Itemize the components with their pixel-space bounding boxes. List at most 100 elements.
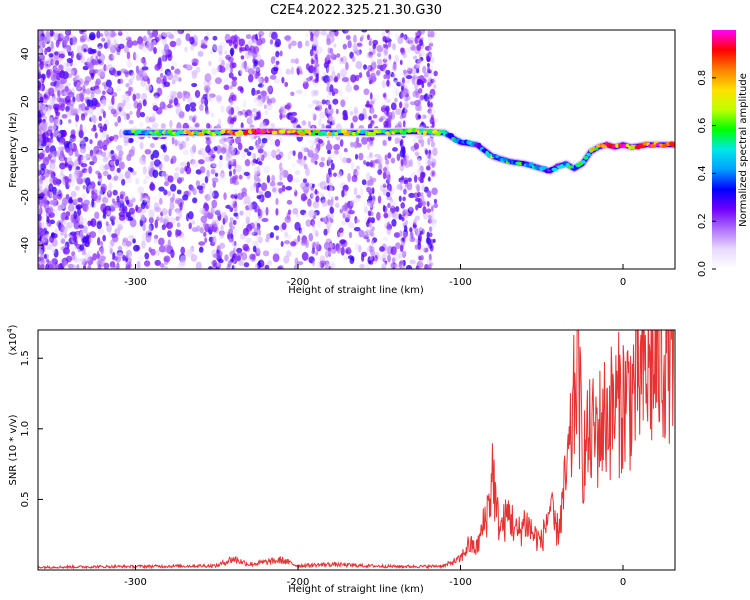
spectrogram-noise-blob bbox=[311, 220, 315, 228]
spectrogram-noise-blob bbox=[91, 97, 98, 106]
spectrogram-noise-blob bbox=[421, 121, 424, 126]
spectrogram-noise-blob bbox=[427, 37, 433, 44]
spectrogram-noise-blob bbox=[148, 247, 152, 253]
spectrogram-noise-blob bbox=[231, 76, 238, 81]
spectrogram-noise-blob bbox=[430, 218, 437, 224]
spectrogram-x-ticks: -300 -200 -100 0 bbox=[124, 264, 626, 288]
spectrogram-noise-blob bbox=[319, 161, 325, 168]
spectrogram-noise-blob bbox=[431, 187, 438, 196]
spectrogram-noise-blob bbox=[220, 170, 225, 179]
spectrogram-noise-blob bbox=[108, 231, 113, 238]
spectrogram-noise-blob bbox=[242, 227, 249, 237]
spectrogram-noise-blob bbox=[45, 145, 50, 154]
spectrogram-noise-blob bbox=[333, 43, 337, 48]
spectrogram-noise-blob bbox=[341, 220, 347, 226]
spectrogram-noise-blob bbox=[414, 31, 420, 37]
spectrogram-noise-blob bbox=[87, 250, 93, 256]
spectrogram-noise-blob bbox=[390, 246, 397, 256]
spectrogram-noise-blob bbox=[307, 103, 313, 109]
spectrogram-noise-blob bbox=[269, 181, 276, 187]
spectrogram-noise-blob bbox=[157, 77, 163, 85]
spectrogram-noise-blob bbox=[190, 106, 197, 112]
spectrogram-noise-blob bbox=[382, 36, 387, 43]
spectrogram-noise-blob bbox=[386, 227, 392, 235]
spectrogram-noise-blob bbox=[116, 144, 123, 152]
spectrogram-noise-blob bbox=[271, 31, 278, 40]
spectrogram-noise-blob bbox=[417, 99, 422, 107]
spectrogram-noise-blob bbox=[232, 247, 236, 255]
spectrogram-noise-blob bbox=[38, 213, 42, 222]
spectrogram-noise-blob bbox=[287, 209, 292, 215]
spectrogram-noise-blob bbox=[429, 153, 433, 161]
spectrogram-noise-blob bbox=[40, 121, 48, 128]
spectrogram-noise-blob bbox=[417, 237, 421, 246]
spectrogram-noise-blob bbox=[358, 229, 365, 238]
spectrogram-noise-blob bbox=[395, 205, 400, 213]
spectrogram-noise-blob bbox=[65, 30, 70, 35]
spectrogram-noise-blob bbox=[105, 221, 109, 227]
spectrogram-noise-blob bbox=[109, 240, 115, 246]
spectrogram-noise-blob bbox=[88, 106, 94, 115]
spectrogram-noise-blob bbox=[233, 160, 237, 169]
spectrogram-noise-blob bbox=[431, 171, 435, 177]
spectrogram-noise-blob bbox=[408, 192, 415, 199]
spectrogram-noise-blob bbox=[153, 46, 157, 55]
spectrogram-noise-blob bbox=[91, 189, 95, 195]
spectrogram-noise-blob bbox=[213, 146, 218, 152]
spectrogram-noise-blob bbox=[389, 200, 396, 209]
spectrogram-noise-blob bbox=[151, 122, 159, 129]
spectrogram-noise-blob bbox=[83, 80, 90, 86]
spectrogram-noise-blob bbox=[339, 139, 344, 147]
spectrogram-noise-blob bbox=[279, 167, 285, 176]
spectrogram-noise-blob bbox=[212, 35, 218, 41]
spectrogram-noise-blob bbox=[393, 87, 400, 97]
spectrogram-noise-blob bbox=[290, 66, 294, 75]
spectrogram-noise-blob bbox=[345, 61, 349, 71]
spectrogram-noise-blob bbox=[315, 67, 319, 74]
spectrogram-noise-blob bbox=[255, 240, 259, 247]
spectrogram-noise-blob bbox=[399, 260, 405, 265]
spectrogram-noise-blob bbox=[124, 94, 130, 103]
spectrogram-noise-blob bbox=[153, 234, 158, 244]
spectrogram-noise-blob bbox=[260, 90, 267, 97]
spectrogram-noise-blob bbox=[230, 123, 234, 128]
spectrogram-noise-blob bbox=[233, 168, 236, 175]
spectrogram-noise-blob bbox=[264, 110, 269, 115]
spectrogram-noise-blob bbox=[416, 43, 422, 52]
spectrogram-noise-blob bbox=[68, 196, 73, 204]
spectrogram-noise-blob bbox=[85, 177, 91, 187]
spectrogram-noise-blob bbox=[388, 54, 392, 61]
spectrogram-noise-blob bbox=[328, 63, 333, 71]
spectrogram-noise-blob bbox=[415, 238, 419, 244]
spectrogram-ridge-blob bbox=[310, 132, 316, 136]
spectrogram-noise-blob bbox=[128, 78, 133, 86]
spectrogram-noise-blob bbox=[229, 85, 233, 90]
spectrogram-noise-blob bbox=[374, 254, 378, 262]
spectrogram-noise-blob bbox=[431, 114, 434, 121]
spectrogram-noise-blob bbox=[255, 139, 260, 148]
spectrogram-noise-blob bbox=[287, 173, 294, 183]
spectrogram-noise-blob bbox=[363, 206, 368, 214]
spectrogram-noise-blob bbox=[329, 121, 333, 126]
spectrogram-noise-blob bbox=[245, 34, 252, 40]
spectrogram-noise-blob bbox=[267, 151, 272, 157]
spectrogram-noise-blob bbox=[233, 205, 238, 213]
spectrogram-noise-blob bbox=[230, 68, 233, 73]
spectrogram-noise-blob bbox=[117, 102, 124, 111]
spectrogram-noise-blob bbox=[219, 154, 223, 161]
colorbar-tick-label: 0.8 bbox=[697, 70, 708, 86]
spectrogram-noise-blob bbox=[323, 228, 328, 236]
spectrogram-noise-blob bbox=[253, 112, 257, 118]
spectrogram-noise-blob bbox=[55, 39, 60, 48]
spectrogram-noise-blob bbox=[348, 231, 353, 239]
spectrogram-noise-blob bbox=[328, 75, 333, 82]
spectrogram-noise-blob bbox=[186, 161, 190, 168]
spectrogram-noise-blob bbox=[174, 167, 179, 172]
spectrogram-noise-blob bbox=[430, 141, 436, 148]
spectrogram-noise-blob bbox=[70, 50, 74, 59]
spectrogram-noise-blob bbox=[416, 191, 422, 198]
spectrogram-noise-blob bbox=[387, 58, 392, 64]
spectrogram-noise-blob bbox=[128, 207, 135, 215]
spectrogram-noise-blob bbox=[409, 259, 416, 265]
spectrogram-noise-blob bbox=[351, 55, 356, 63]
